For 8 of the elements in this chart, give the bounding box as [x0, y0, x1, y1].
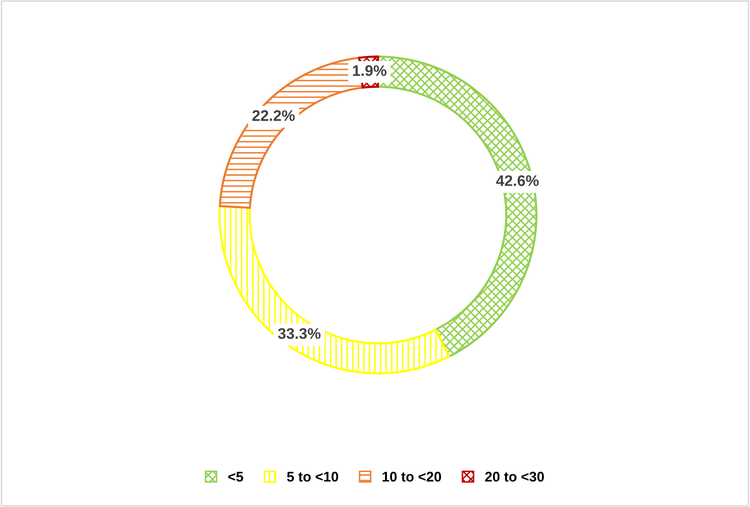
legend-label: <5 [228, 472, 244, 482]
data-label: 22.2% [252, 110, 295, 121]
legend-label: 5 to <10 [287, 472, 338, 482]
data-label: 1.9% [353, 65, 386, 76]
data-label: 42.6% [496, 175, 539, 186]
legend-label: 10 to <20 [382, 472, 442, 482]
legend-label: 20 to <30 [485, 472, 544, 482]
data-label: 33.3% [278, 328, 321, 339]
